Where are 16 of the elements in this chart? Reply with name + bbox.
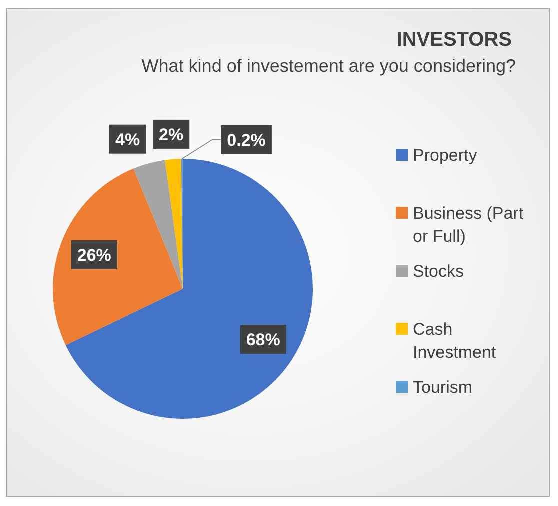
pie-slice	[165, 159, 183, 289]
chart-subtitle: What kind of investement are you considering?	[142, 55, 516, 77]
chart-title: INVESTORS	[396, 28, 512, 52]
legend-label: Cash Investment	[413, 318, 498, 364]
data-label: 0.2%	[227, 130, 266, 150]
data-label: 2%	[159, 124, 184, 144]
pie-slice	[134, 160, 183, 289]
data-label: 26%	[77, 245, 112, 264]
pie-slice	[53, 168, 183, 346]
legend-label: Tourism	[413, 376, 474, 398]
pie-slice	[66, 159, 313, 419]
legend-label: Stocks	[413, 260, 466, 282]
data-label: 68%	[246, 330, 280, 350]
legend-label: Property	[413, 144, 478, 166]
legend-label: Business (Part or Full)	[413, 202, 525, 248]
data-label: 4%	[115, 130, 140, 149]
